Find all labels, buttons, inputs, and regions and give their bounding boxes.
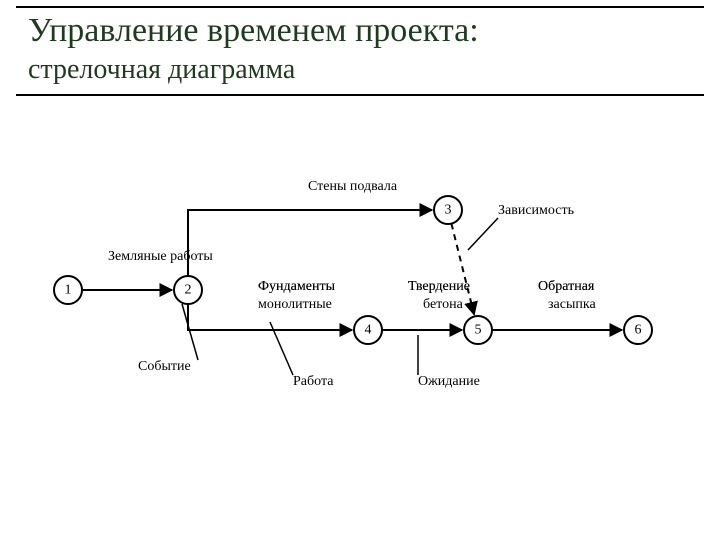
node-4: 4 [354,316,382,344]
nodes-layer: 1 2 3 4 5 6 [54,196,652,344]
slide-subtitle: стрелочная диаграмма [28,54,295,86]
annotation-label: Работа [293,374,334,389]
edge-label: Фундаменты [258,279,336,294]
node-2: 2 [174,276,202,304]
edge-label: бетона [423,297,464,312]
node-1: 1 [54,276,82,304]
annotation-pointer [182,304,198,360]
slide: Управление временем проекта: стрелочная … [0,0,720,540]
edge-label: Обратная [538,279,595,294]
annotation-pointer [468,218,498,250]
annotation-label: Ожидание [418,374,480,389]
slide-title: Управление временем проекта: [28,12,479,50]
top-rule [16,6,704,8]
annotations-layer: Зависимость Событие Работа Ожидание [138,203,574,389]
node-label: 2 [185,283,192,298]
node-label: 3 [445,203,452,218]
edge-label: монолитные [258,297,332,312]
annotation-label: Зависимость [498,203,574,218]
edge-label: Земляные работы [108,249,213,264]
arrow-diagram: Фундаменты Твердение Обратная Земляные рабо… [48,170,672,410]
node-label: 4 [365,323,372,338]
node-3: 3 [434,196,462,224]
edge-label: засыпка [548,297,596,312]
title-underline [16,94,704,96]
node-label: 6 [635,323,642,338]
annotation-label: Событие [138,359,191,374]
edge-label: Стены подвала [308,179,398,194]
diagram-svg: Фундаменты Твердение Обратная Земляные рабо… [48,170,672,410]
node-label: 1 [65,283,72,298]
edge-2-3 [188,210,432,276]
edge-label: Твердение [408,279,470,294]
node-label: 5 [475,323,482,338]
node-5: 5 [464,316,492,344]
node-6: 6 [624,316,652,344]
edges-layer: Фундаменты Твердение Обратная Земляные рабо… [82,179,622,330]
